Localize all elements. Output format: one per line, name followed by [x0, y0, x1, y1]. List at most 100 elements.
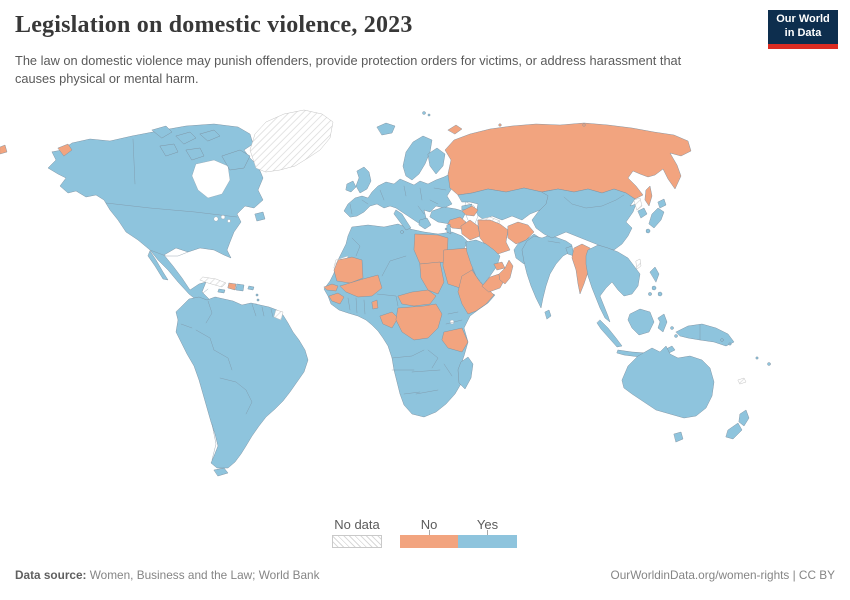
country-philippines-island[interactable] — [648, 292, 652, 296]
legend-label-no-data: No data — [334, 517, 380, 532]
country-borneo[interactable] — [627, 308, 655, 336]
arctic-russian-island[interactable] — [582, 123, 586, 127]
country-philippines-island[interactable] — [651, 285, 657, 291]
country-armenia-azerbaijan[interactable] — [461, 205, 479, 217]
country-italy[interactable] — [393, 209, 412, 231]
country-israel-lebanon[interactable] — [446, 223, 452, 235]
country-oman[interactable] — [498, 259, 514, 285]
country-indochina-malaysia[interactable] — [585, 244, 641, 323]
novaya-zemlya[interactable] — [447, 124, 463, 135]
country-japan-honshu[interactable] — [648, 207, 665, 229]
country-taiwan[interactable] — [635, 258, 642, 270]
world-map[interactable] — [0, 98, 850, 518]
svalbard[interactable] — [427, 113, 431, 117]
country-libya[interactable] — [413, 233, 449, 265]
country-philippines[interactable] — [649, 266, 660, 283]
country-guinea-liberia[interactable] — [328, 292, 345, 305]
country-ireland[interactable] — [345, 180, 357, 193]
country-dominican-republic[interactable] — [235, 283, 245, 292]
moluccas[interactable] — [670, 326, 674, 330]
solomon-islands[interactable] — [728, 342, 732, 346]
arctic-island[interactable] — [199, 129, 221, 142]
country-tierra-del-fuego[interactable] — [213, 467, 229, 477]
country-new-zealand-north[interactable] — [738, 409, 750, 427]
country-japan-kyushu[interactable] — [645, 228, 651, 234]
country-sicily[interactable] — [400, 230, 404, 234]
country-russia[interactable] — [444, 122, 692, 200]
country-greenland[interactable] — [249, 109, 334, 173]
country-chad[interactable] — [419, 261, 445, 295]
country-mauritania[interactable] — [333, 256, 364, 284]
arctic-russian-island[interactable] — [498, 123, 502, 127]
country-india[interactable] — [521, 234, 573, 309]
country-philippines-island[interactable] — [657, 291, 663, 297]
country-puerto-rico[interactable] — [247, 285, 255, 291]
new-caledonia[interactable] — [737, 377, 747, 385]
legend-tick — [487, 530, 488, 535]
country-new-zealand-south[interactable] — [725, 422, 743, 440]
country-tasmania[interactable] — [673, 431, 684, 443]
country-saudi-arabia[interactable] — [465, 239, 501, 286]
country-haiti[interactable] — [227, 282, 237, 291]
country-uae-qatar[interactable] — [493, 261, 506, 271]
country-china-mongolia[interactable] — [531, 188, 637, 251]
country-sulawesi[interactable] — [657, 313, 668, 333]
country-chukotka-wrap[interactable] — [57, 143, 73, 157]
country-new-guinea[interactable] — [675, 323, 735, 347]
country-sumatra[interactable] — [596, 319, 623, 348]
arctic-island[interactable] — [151, 125, 173, 139]
country-french-guiana[interactable] — [273, 309, 284, 321]
arctic-island[interactable] — [185, 147, 205, 161]
country-iceland[interactable] — [376, 122, 396, 136]
country-australia[interactable] — [621, 345, 715, 419]
owid-logo-line2: in Data — [784, 27, 822, 39]
country-cameroon-car[interactable] — [397, 289, 437, 307]
country-madagascar[interactable] — [457, 356, 474, 390]
country-finland[interactable] — [427, 147, 446, 175]
country-mali[interactable] — [339, 274, 383, 298]
legend-swatch-no-data[interactable] — [332, 535, 382, 548]
country-jamaica[interactable] — [217, 288, 226, 294]
country-fiji[interactable] — [767, 362, 771, 366]
country-cuba[interactable] — [199, 276, 227, 288]
owid-logo[interactable]: Our World in Data — [768, 10, 838, 49]
country-south-korea[interactable] — [637, 207, 648, 219]
country-sakhalin[interactable] — [644, 185, 653, 207]
country-chukotka-edge[interactable] — [0, 144, 8, 155]
chart-footer: Data source: Women, Business and the Law… — [15, 568, 835, 582]
country-kazakhstan-central-asia[interactable] — [457, 187, 553, 221]
country-japan-hokkaido[interactable] — [657, 198, 667, 209]
country-dr-congo[interactable] — [395, 303, 443, 341]
country-tanzania[interactable] — [441, 327, 469, 353]
border-nepal — [547, 240, 561, 244]
country-greece[interactable] — [418, 217, 432, 230]
country-gabon-congo[interactable] — [379, 311, 399, 329]
country-europe-mainland[interactable] — [343, 173, 453, 225]
svalbard[interactable] — [422, 111, 426, 115]
arctic-island[interactable] — [175, 131, 197, 145]
country-baffin-island[interactable] — [221, 149, 251, 171]
lesser-antilles[interactable] — [255, 293, 259, 297]
country-newfoundland[interactable] — [254, 211, 266, 222]
country-cyprus[interactable] — [444, 227, 448, 231]
solomon-islands[interactable] — [720, 338, 724, 342]
lesser-antilles[interactable] — [256, 298, 260, 302]
legend-swatch-yes[interactable] — [458, 535, 517, 548]
country-north-korea[interactable] — [633, 197, 643, 211]
country-baja-california[interactable] — [147, 250, 169, 281]
country-united-kingdom[interactable] — [355, 166, 372, 194]
country-afghanistan[interactable] — [507, 221, 535, 245]
arctic-island[interactable] — [159, 143, 179, 157]
moluccas[interactable] — [674, 334, 678, 338]
country-senegal[interactable] — [323, 283, 339, 292]
borders-europe — [349, 185, 447, 215]
country-south-america-mainland[interactable] — [175, 296, 309, 469]
legend-swatch-no[interactable] — [400, 535, 458, 548]
country-norway-sweden[interactable] — [402, 135, 433, 181]
vanuatu[interactable] — [755, 356, 759, 360]
chart-subtitle: The law on domestic violence may punish … — [15, 53, 682, 86]
country-togo-benin[interactable] — [371, 299, 379, 310]
country-sri-lanka[interactable] — [544, 309, 552, 320]
footer-link[interactable]: OurWorldinData.org/women-rights | CC BY — [610, 568, 835, 582]
